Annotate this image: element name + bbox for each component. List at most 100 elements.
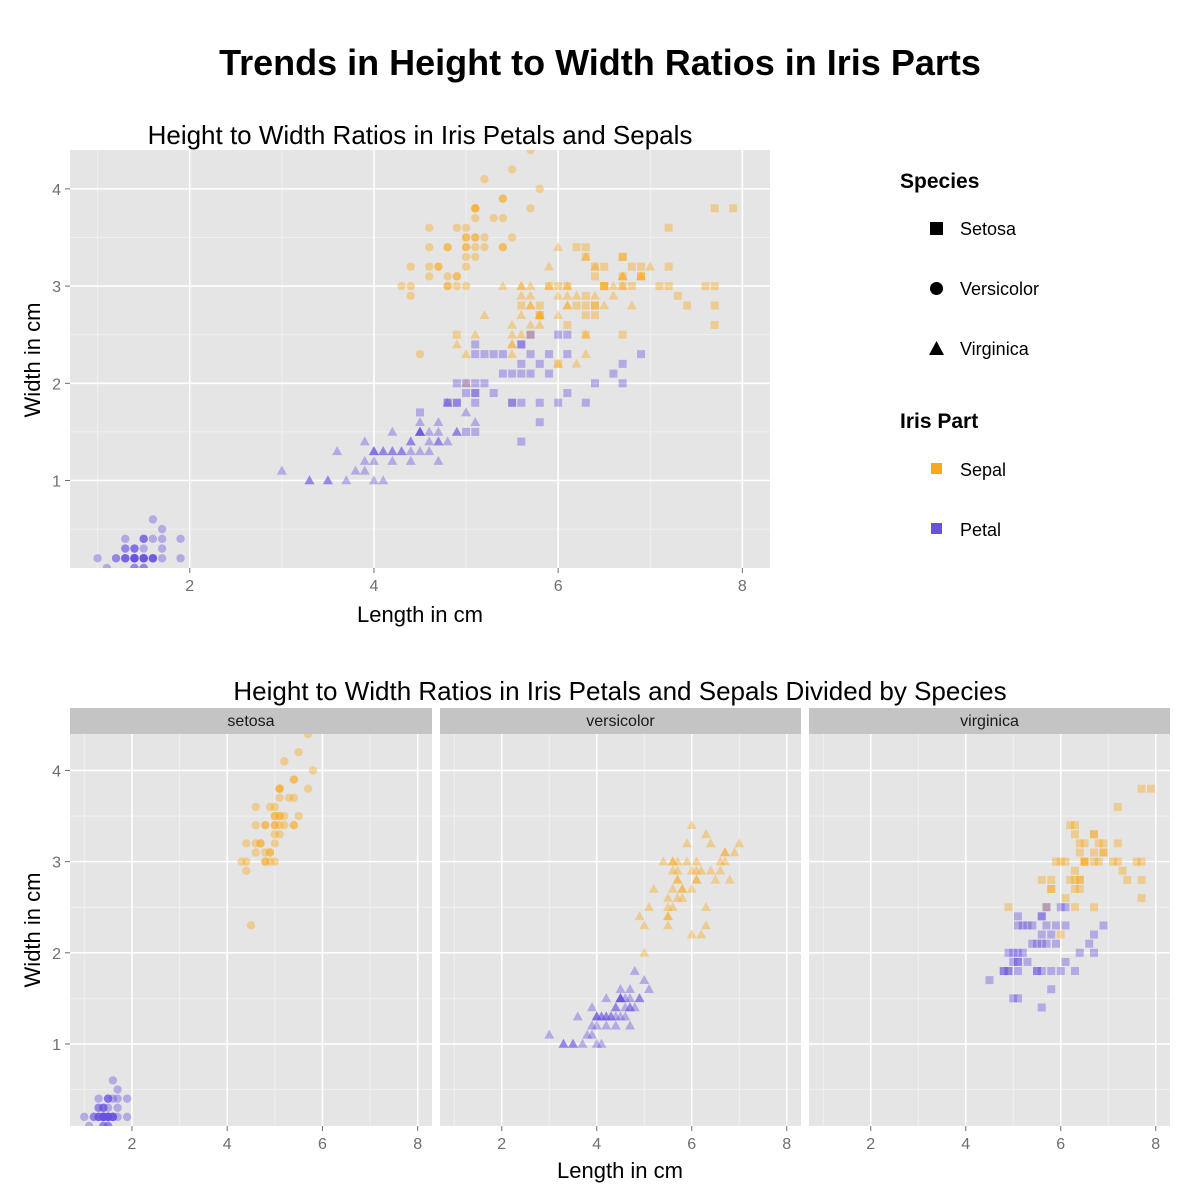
facet-virginica-point-virginica-sepal <box>1047 875 1056 884</box>
top-plot-point-setosa-sepal <box>526 150 535 155</box>
top-plot-point-versicolor-petal <box>304 475 315 485</box>
top-plot-point-versicolor-petal <box>387 426 398 436</box>
facet-virginica-point-virginica-petal <box>1071 967 1079 976</box>
facet-versicolor-point-versicolor-sepal <box>667 902 678 912</box>
facet-setosa-point-setosa-sepal <box>275 811 284 821</box>
top-plot-point-virginica-sepal <box>581 243 590 252</box>
top-plot-point-virginica-sepal <box>673 291 682 300</box>
top-plot-point-setosa-petal <box>139 554 148 563</box>
facet-virginica-point-virginica-petal <box>999 967 1008 976</box>
facet-virginica-point-virginica-petal <box>1023 957 1032 966</box>
top-plot-point-setosa-sepal <box>443 243 452 252</box>
facet-virginica-point-virginica-sepal <box>1137 875 1146 884</box>
top-plot-point-versicolor-petal <box>322 475 333 485</box>
facet-versicolor-point-versicolor-sepal <box>691 874 702 884</box>
legend-species-title: Species <box>900 170 979 193</box>
facet-versicolor-point-versicolor-petal <box>644 984 654 994</box>
top-plot-point-versicolor-sepal <box>562 300 573 310</box>
top-plot-point-versicolor-petal <box>424 436 435 446</box>
top-plot-point-virginica-sepal <box>618 330 627 339</box>
top-plot-point-setosa-sepal <box>461 281 471 291</box>
top-plot-point-versicolor-petal <box>322 475 333 485</box>
facet-setosa-point-setosa-sepal <box>270 820 280 830</box>
facet-setosa-point-setosa-sepal <box>275 820 284 830</box>
top-plot-point-versicolor-sepal <box>516 280 527 290</box>
top-plot-point-versicolor-sepal <box>562 300 573 310</box>
facet-virginica-point-virginica-sepal <box>1042 903 1051 912</box>
facet-setosa-point-setosa-petal <box>113 1112 122 1122</box>
top-plot-point-versicolor-petal <box>405 455 416 465</box>
facet-versicolor-tick-label-x: 8 <box>782 1136 791 1153</box>
facet-virginica-point-virginica-petal <box>1037 939 1046 948</box>
facet-versicolor-point-versicolor-petal <box>615 993 626 1003</box>
facet-virginica-point-virginica-sepal <box>1080 857 1089 866</box>
top-plot-point-setosa-petal <box>130 563 139 568</box>
facet-setosa-background <box>70 734 432 1126</box>
facet-versicolor-point-versicolor-sepal <box>677 883 688 893</box>
facet-setosa-point-setosa-sepal <box>251 820 260 830</box>
top-plot-point-setosa-petal <box>157 524 167 534</box>
facet-versicolor-point-versicolor-sepal <box>672 856 683 866</box>
facet-virginica-point-virginica-sepal <box>1071 866 1079 875</box>
top-plot-point-virginica-sepal <box>563 282 572 291</box>
top-plot-tick-label-y: 2 <box>52 376 61 393</box>
top-plot-point-setosa-sepal <box>507 165 517 174</box>
facet-versicolor-point-versicolor-petal <box>610 1011 621 1021</box>
facet-virginica-point-virginica-sepal <box>1071 821 1079 830</box>
top-plot-point-virginica-sepal <box>554 282 563 291</box>
facet-virginica-point-virginica-sepal <box>1113 802 1122 811</box>
top-plot-point-versicolor-petal <box>433 436 444 446</box>
top-plot-point-virginica-petal <box>517 437 526 446</box>
top-plot-tick-label-x: 2 <box>185 578 194 595</box>
top-plot-point-setosa-petal <box>139 534 148 544</box>
facet-virginica-point-virginica-sepal <box>1090 857 1098 866</box>
facet-virginica-point-virginica-sepal <box>1080 839 1089 848</box>
facet-virginica-point-virginica-sepal <box>1075 875 1084 884</box>
legend-petal-swatch <box>931 523 942 534</box>
facet-setosa-point-setosa-petal <box>108 1076 118 1085</box>
facet-versicolor-points <box>544 819 745 1048</box>
facet-setosa-point-setosa-sepal <box>251 839 260 848</box>
facet-virginica-point-virginica-sepal <box>1094 857 1103 866</box>
top-plot-point-setosa-sepal <box>406 262 415 271</box>
facet-virginica-point-virginica-petal <box>1037 912 1046 921</box>
facet-virginica-points <box>985 784 1155 1012</box>
top-plot-point-setosa-petal <box>176 554 185 563</box>
top-plot-point-setosa-petal <box>139 534 148 544</box>
facet-versicolor-point-versicolor-sepal <box>672 874 683 884</box>
bottom-plot-title: Height to Width Ratios in Iris Petals an… <box>233 676 1006 706</box>
top-plot-point-setosa-petal <box>121 534 130 544</box>
facet-virginica-point-virginica-petal <box>1042 939 1051 948</box>
top-plot-point-setosa-petal <box>130 544 139 553</box>
top-plot-point-setosa-sepal <box>397 281 406 291</box>
facet-virginica-strip-label: virginica <box>960 713 1019 730</box>
top-plot-point-setosa-sepal <box>443 243 452 252</box>
top-plot-point-versicolor-sepal <box>525 300 536 310</box>
facet-versicolor-point-versicolor-sepal <box>672 865 683 875</box>
top-plot-point-setosa-petal <box>130 563 139 568</box>
top-plot-point-versicolor-petal <box>387 455 398 465</box>
facet-setosa-point-setosa-petal <box>94 1112 103 1122</box>
facet-setosa-point-setosa-sepal <box>265 848 275 857</box>
facet-virginica-point-virginica-sepal <box>1061 894 1070 903</box>
facet-versicolor-point-versicolor-sepal <box>686 929 697 939</box>
facet-virginica-point-virginica-sepal <box>1113 839 1122 848</box>
top-plot-point-setosa-sepal <box>443 281 452 291</box>
facet-setosa-point-setosa-petal <box>108 1094 118 1103</box>
top-plot-point-setosa-petal <box>157 534 167 544</box>
top-plot-point-virginica-petal <box>563 330 572 339</box>
facet-setosa-point-setosa-petal <box>99 1103 108 1112</box>
top-plot-point-virginica-petal <box>508 398 517 407</box>
top-plot-point-setosa-petal <box>130 554 139 563</box>
facet-setosa-tick-label-y: 4 <box>52 763 61 780</box>
facet-virginica-point-virginica-sepal <box>1066 821 1075 830</box>
top-plot-point-setosa-sepal <box>452 281 462 291</box>
top-plot-point-versicolor-petal <box>276 465 287 475</box>
top-plot-point-versicolor-sepal <box>562 280 573 290</box>
top-plot-point-versicolor-petal <box>442 436 453 446</box>
facet-setosa-point-setosa-petal <box>99 1112 108 1122</box>
facet-versicolor-point-versicolor-sepal <box>663 911 673 921</box>
top-plot-point-virginica-sepal <box>627 262 636 271</box>
top-plot-point-setosa-petal <box>148 554 158 563</box>
top-plot-point-versicolor-sepal <box>543 280 554 290</box>
